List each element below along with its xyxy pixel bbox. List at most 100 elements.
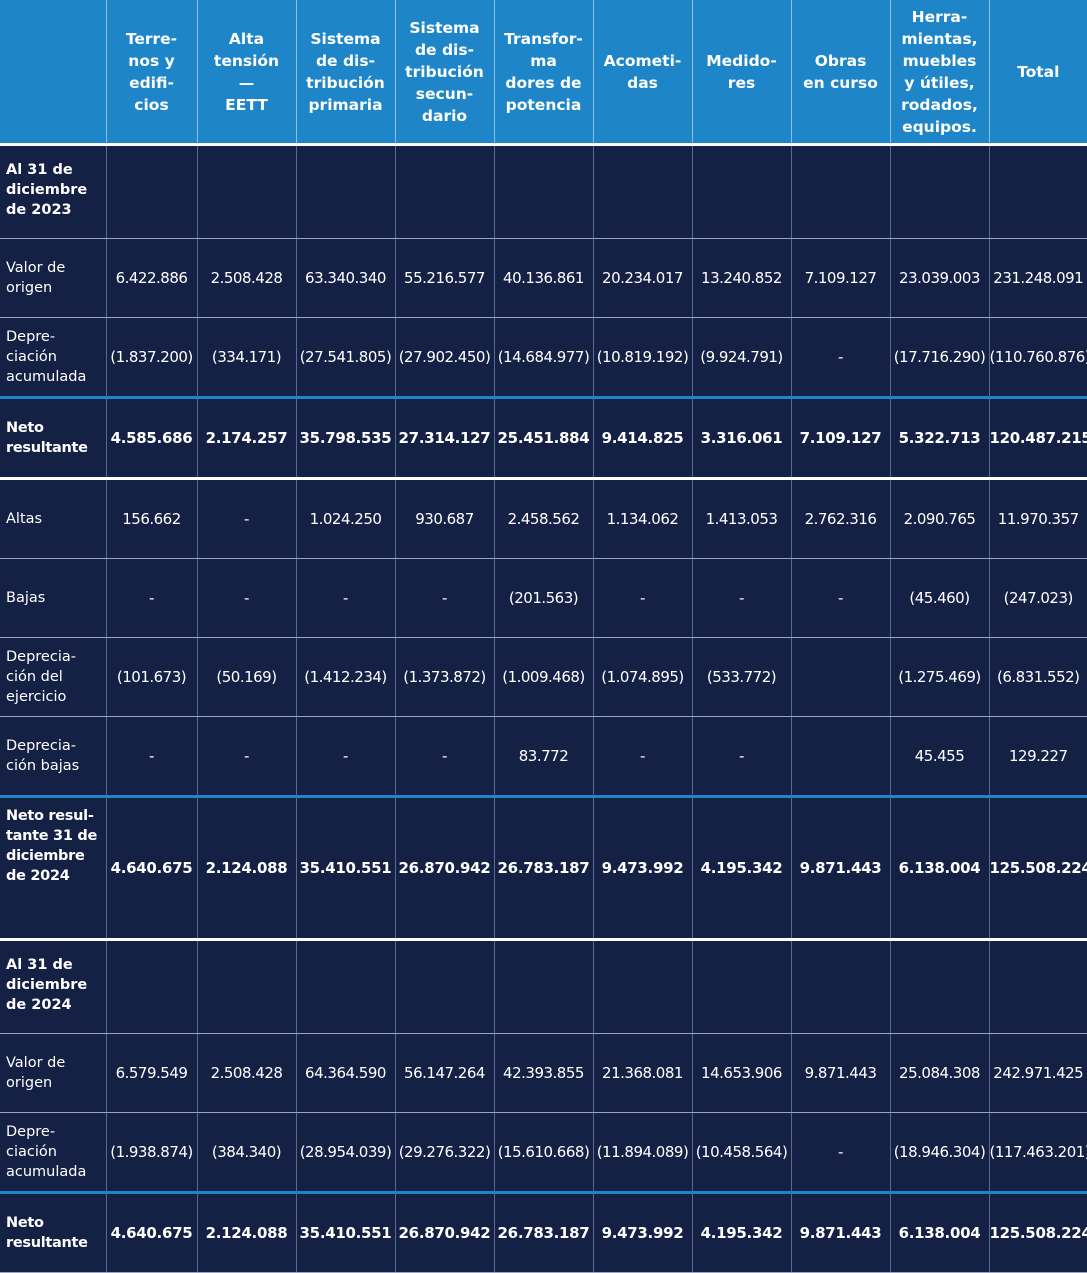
table-cell: (27.541.805)	[295, 317, 395, 398]
table-cell	[790, 637, 890, 717]
table-cell: (28.954.039)	[295, 1112, 395, 1193]
table-cell	[988, 144, 1087, 239]
table-cell: 9.414.825	[592, 396, 692, 480]
row-label: Depre-ciación acumulada	[0, 1112, 106, 1193]
table-body: Al 31 de diciembre de 2023 Valor de origen 6.…	[0, 144, 1087, 1273]
table-cell: 125.508.224	[988, 1191, 1087, 1273]
table-cell: 14.653.906	[691, 1033, 791, 1113]
table-cell: 40.136.861	[493, 238, 593, 318]
table-cell: 2.124.088	[196, 1191, 296, 1273]
table-cell: (110.760.876)	[988, 317, 1087, 398]
row-label: Neto resultante	[0, 396, 106, 480]
table-cell: 7.109.127	[790, 238, 890, 318]
table-cell: (50.169)	[196, 637, 296, 717]
table-cell: -	[394, 558, 494, 638]
table-cell: 6.579.549	[105, 1033, 197, 1113]
table-cell	[105, 144, 197, 239]
table-cell: 11.970.357	[988, 478, 1087, 559]
table-row: Valor de origen 6.579.549 2.508.428 64.364.5…	[0, 1033, 1087, 1113]
table-cell: -	[790, 317, 890, 398]
table-cell: 27.314.127	[394, 396, 494, 480]
header-obras: Obras en curso	[790, 0, 890, 146]
table-cell: (334.171)	[196, 317, 296, 398]
table-cell: (9.924.791)	[691, 317, 791, 398]
table-cell: 4.195.342	[691, 795, 791, 941]
table-cell: 156.662	[105, 478, 197, 559]
table-cell	[790, 939, 890, 1034]
table-cell: -	[790, 558, 890, 638]
table-cell: 56.147.264	[394, 1033, 494, 1113]
table-row: Altas 156.662-1.024.250 930.687 2.458.562 1.…	[0, 478, 1087, 559]
header-medidores: Medido-res	[691, 0, 791, 146]
table-cell: 4.640.675	[105, 1191, 197, 1273]
table-cell: -	[105, 716, 197, 797]
table-cell: (1.373.872)	[394, 637, 494, 717]
table-cell: (1.275.469)	[889, 637, 989, 717]
table-cell: 42.393.855	[493, 1033, 593, 1113]
table-cell: -	[790, 1112, 890, 1193]
table-cell	[295, 144, 395, 239]
table-cell: 1.413.053	[691, 478, 791, 559]
table-cell: -	[295, 558, 395, 638]
table-cell	[889, 144, 989, 239]
table-cell: (11.894.089)	[592, 1112, 692, 1193]
table-cell	[889, 939, 989, 1034]
table-cell	[790, 716, 890, 797]
table-cell: 2.124.088	[196, 795, 296, 941]
header-secundario: Sistema de dis-tribución secun-dario	[394, 0, 494, 146]
table-cell: (27.902.450)	[394, 317, 494, 398]
header-transformadores: Transfor-ma dores de potencia	[493, 0, 593, 146]
table-cell: 9.473.992	[592, 795, 692, 941]
header-total: Total	[988, 0, 1087, 146]
table-cell: -	[394, 716, 494, 797]
table-cell: 64.364.590	[295, 1033, 395, 1113]
table-cell: 231.248.091	[988, 238, 1087, 318]
table-cell	[196, 144, 296, 239]
header-primaria: Sistema de dis-tribución primaria	[295, 0, 395, 146]
table-cell: -	[105, 558, 197, 638]
row-label: Valor de origen	[0, 238, 106, 318]
header-terrenos: Terre-nos y edifi-cios	[105, 0, 197, 146]
table-cell	[196, 939, 296, 1034]
table-cell: 63.340.340	[295, 238, 395, 318]
table-cell: (533.772)	[691, 637, 791, 717]
table-cell: 3.316.061	[691, 396, 791, 480]
row-label: Deprecia-ción del ejercicio	[0, 637, 106, 717]
table-cell: -	[691, 558, 791, 638]
table-cell: 2.174.257	[196, 396, 296, 480]
table-cell: 1.024.250	[295, 478, 395, 559]
table-row: Deprecia-ción bajas - - - -83.772- -45.455 129…	[0, 716, 1087, 797]
table-cell: 35.410.551	[295, 1191, 395, 1273]
table-cell: 9.871.443	[790, 795, 890, 941]
table-cell: 4.195.342	[691, 1191, 791, 1273]
table-cell: 6.422.886	[105, 238, 197, 318]
row-label: Neto resultante	[0, 1191, 106, 1273]
table-cell	[691, 144, 791, 239]
table-cell: -	[691, 716, 791, 797]
table-cell: (10.458.564)	[691, 1112, 791, 1193]
table-cell: 6.138.004	[889, 795, 989, 941]
table-cell: (1.009.468)	[493, 637, 593, 717]
table-cell: 35.410.551	[295, 795, 395, 941]
table-cell: 6.138.004	[889, 1191, 989, 1273]
row-label: Altas	[0, 478, 106, 559]
table-cell: 25.451.884	[493, 396, 593, 480]
table-cell: 2.508.428	[196, 1033, 296, 1113]
table-cell: 35.798.535	[295, 396, 395, 480]
table-cell: (1.074.895)	[592, 637, 692, 717]
table-row: Valor de origen 6.422.886 2.508.428 63.340.3…	[0, 238, 1087, 318]
header-row: Terre-nos y edifi-cios Alta tensión — EETT S…	[0, 0, 1087, 146]
table-cell: 26.870.942	[394, 1191, 494, 1273]
table-row: Depre-ciación acumulada (1.837.200) (334.17…	[0, 317, 1087, 398]
table-cell: (384.340)	[196, 1112, 296, 1193]
table-cell: (14.684.977)	[493, 317, 593, 398]
table-cell: 9.871.443	[790, 1033, 890, 1113]
table-cell	[592, 144, 692, 239]
table-cell: 4.640.675	[105, 795, 197, 941]
header-empty	[0, 0, 106, 146]
header-herramientas: Herra-mientas, muebles y útiles, rodados, eq…	[889, 0, 989, 146]
table-cell: -	[592, 716, 692, 797]
table-cell: -	[592, 558, 692, 638]
table-cell	[493, 939, 593, 1034]
table-row: Al 31 de diciembre de 2023	[0, 144, 1087, 239]
